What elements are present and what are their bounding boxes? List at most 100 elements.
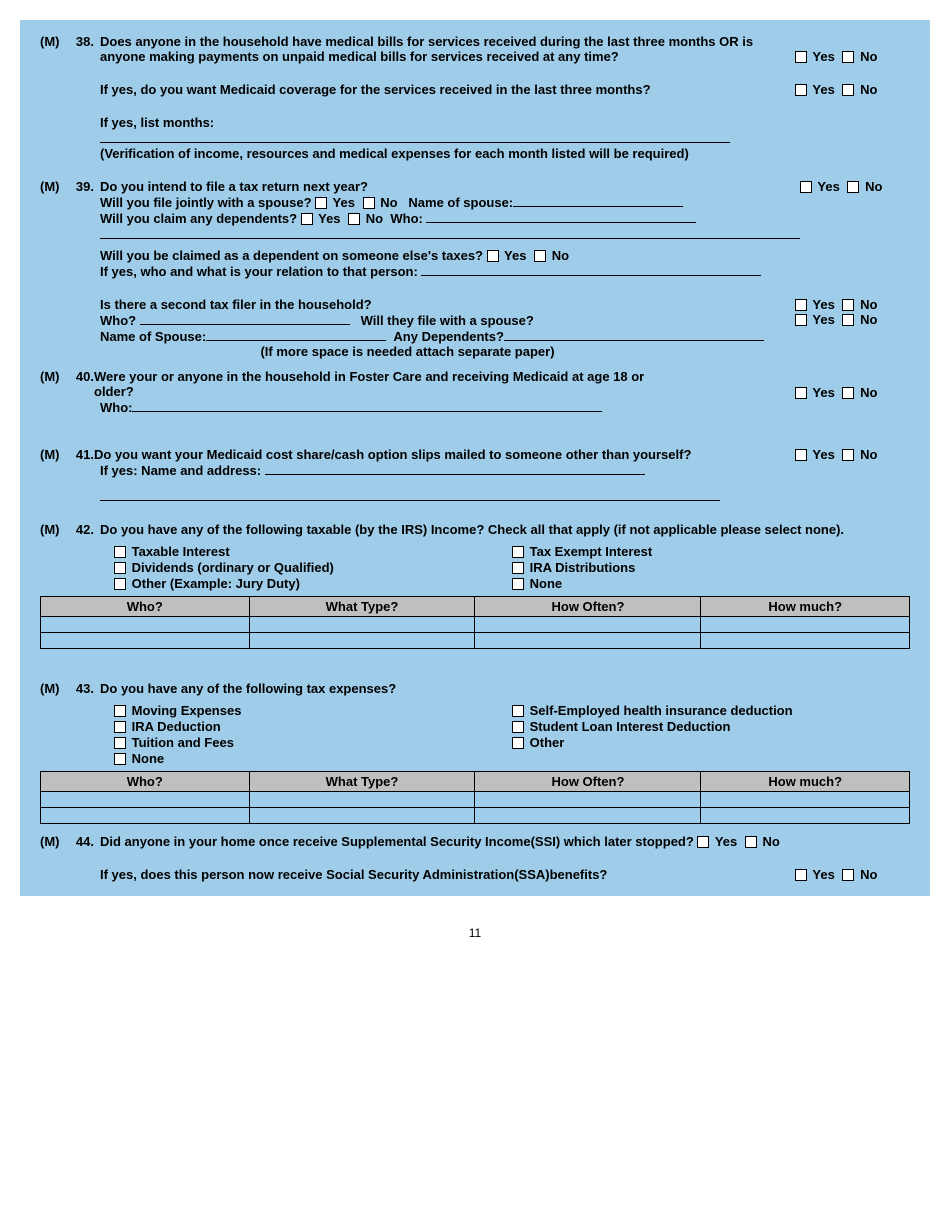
q39-spouse-input[interactable] <box>513 194 683 207</box>
q38-no-box[interactable] <box>842 51 854 63</box>
q43-opt-r0[interactable] <box>512 705 524 717</box>
q39-joint-no[interactable] <box>363 197 375 209</box>
th-type: What Type? <box>249 597 475 617</box>
q38-yn: Yes No <box>795 49 910 64</box>
q42-opt-r0[interactable] <box>512 546 524 558</box>
q39-text: Do you intend to file a tax return next … <box>100 179 800 194</box>
q44-sub-row: If yes, does this person now receive Soc… <box>40 867 910 882</box>
q39s-no[interactable] <box>842 299 854 311</box>
q39-more: (If more space is needed attach separate… <box>100 344 795 359</box>
table-row <box>41 792 910 808</box>
q43-row: (M) 43. Do you have any of the following… <box>40 681 910 696</box>
q42-opt-r1[interactable] <box>512 562 524 574</box>
th-much: How much? <box>701 597 910 617</box>
q39-jointly-line: Will you file jointly with a spouse? Yes… <box>100 194 800 210</box>
q40-row: (M) 40. Were your or anyone in the house… <box>40 369 910 415</box>
q38-months-input[interactable] <box>100 130 730 143</box>
q40-text: Were your or anyone in the household in … <box>94 369 654 399</box>
q39-claimed-line: Will you be claimed as a dependent on so… <box>100 248 800 263</box>
q44-no[interactable] <box>745 836 757 848</box>
q39-relation-input[interactable] <box>421 263 761 276</box>
q39fs-yes[interactable] <box>795 314 807 326</box>
q38-verify: (Verification of income, resources and m… <box>100 146 689 161</box>
q38-months-label: If yes, list months: <box>100 115 214 130</box>
page-number: 11 <box>0 926 950 940</box>
q39-claimed-yes[interactable] <box>487 250 499 262</box>
q40-no[interactable] <box>842 387 854 399</box>
q44-row: (M) 44. Did anyone in your home once rec… <box>40 834 910 849</box>
q43-table: Who? What Type? How Often? How much? <box>40 771 910 824</box>
q42-table: Who? What Type? How Often? How much? <box>40 596 910 649</box>
q43-opt-l1[interactable] <box>114 721 126 733</box>
q38-row: (M) 38. Does anyone in the household hav… <box>40 34 910 64</box>
q38-num: 38. <box>72 34 100 49</box>
q43-opt-r1[interactable] <box>512 721 524 733</box>
q39-second-yn: Yes No Yes No <box>795 297 910 327</box>
q39-joint-yes[interactable] <box>315 197 327 209</box>
q41-text: Do you want your Medicaid cost share/cas… <box>94 447 754 462</box>
q39-dep-yes[interactable] <box>301 213 313 225</box>
table-row <box>41 808 910 824</box>
th-who: Who? <box>41 597 250 617</box>
q43-opt-l3[interactable] <box>114 753 126 765</box>
table-row <box>41 633 910 649</box>
q41-addr-input[interactable] <box>265 462 645 475</box>
q40-yes[interactable] <box>795 387 807 399</box>
q39-extra-line[interactable] <box>100 226 800 239</box>
q43-opt-l2[interactable] <box>114 737 126 749</box>
q39-spouse2-line: Name of Spouse: Any Dependents? <box>100 328 795 344</box>
q38-yes-box[interactable] <box>795 51 807 63</box>
table-header-row: Who? What Type? How Often? How much? <box>41 772 910 792</box>
q39-row: (M) 39. Do you intend to file a tax retu… <box>40 179 910 279</box>
q38-months-row: If yes, list months: (Verification of in… <box>40 115 910 161</box>
q41-row: (M) 41. Do you want your Medicaid cost s… <box>40 447 910 504</box>
th-often: How Often? <box>475 597 701 617</box>
q41-addr-input2[interactable] <box>100 488 720 501</box>
q39-yes-box[interactable] <box>800 181 812 193</box>
q42-opt-l1[interactable] <box>114 562 126 574</box>
q39-second-row: Is there a second tax filer in the house… <box>40 297 910 359</box>
q43-options: Moving Expenses IRA Deduction Tuition an… <box>40 702 910 767</box>
q39-no-box[interactable] <box>847 181 859 193</box>
q39-who-line2: Who? Will they file with a spouse? <box>100 312 795 328</box>
q38-sub-yn: Yes No <box>795 82 910 97</box>
q39-spouse2-input[interactable] <box>206 328 386 341</box>
q44b-no[interactable] <box>842 869 854 881</box>
q39fs-no[interactable] <box>842 314 854 326</box>
q44-sub: If yes, does this person now receive Soc… <box>100 867 795 882</box>
q39-who-input[interactable] <box>426 210 696 223</box>
q43-opt-l0[interactable] <box>114 705 126 717</box>
q42-opt-l0[interactable] <box>114 546 126 558</box>
q43-text: Do you have any of the following tax exp… <box>100 681 910 696</box>
q39-dep-line: Will you claim any dependents? Yes No Wh… <box>100 210 800 226</box>
q44-sub-yn: Yes No <box>795 867 910 882</box>
q40-who-input[interactable] <box>132 399 602 412</box>
q39s-yes[interactable] <box>795 299 807 311</box>
q44-yes[interactable] <box>697 836 709 848</box>
q40-yn: Yes No <box>795 369 910 400</box>
q42-opt-r2[interactable] <box>512 578 524 590</box>
form-area: (M) 38. Does anyone in the household hav… <box>20 20 930 896</box>
q42-options: Taxable Interest Dividends (ordinary or … <box>40 543 910 592</box>
q39-dep-no[interactable] <box>348 213 360 225</box>
q41-no[interactable] <box>842 449 854 461</box>
q39-anydep-input[interactable] <box>504 328 764 341</box>
q44b-yes[interactable] <box>795 869 807 881</box>
marker: (M) <box>40 34 72 49</box>
q39-second: Is there a second tax filer in the house… <box>100 297 795 312</box>
q43-opt-r2[interactable] <box>512 737 524 749</box>
table-header-row: Who? What Type? How Often? How much? <box>41 597 910 617</box>
q42-opt-l2[interactable] <box>114 578 126 590</box>
q39-yn: Yes No <box>800 179 915 194</box>
q38-sub1-row: If yes, do you want Medicaid coverage fo… <box>40 82 910 97</box>
q39-who2-input[interactable] <box>140 312 350 325</box>
table-row <box>41 617 910 633</box>
q41-yes[interactable] <box>795 449 807 461</box>
q42-text: Do you have any of the following taxable… <box>100 522 910 537</box>
q44-text: Did anyone in your home once receive Sup… <box>100 834 694 849</box>
q39-relation-line: If yes, who and what is your relation to… <box>100 263 800 279</box>
q38b-yes-box[interactable] <box>795 84 807 96</box>
q38b-no-box[interactable] <box>842 84 854 96</box>
q38-text: Does anyone in the household have medica… <box>100 34 795 64</box>
q39-claimed-no[interactable] <box>534 250 546 262</box>
